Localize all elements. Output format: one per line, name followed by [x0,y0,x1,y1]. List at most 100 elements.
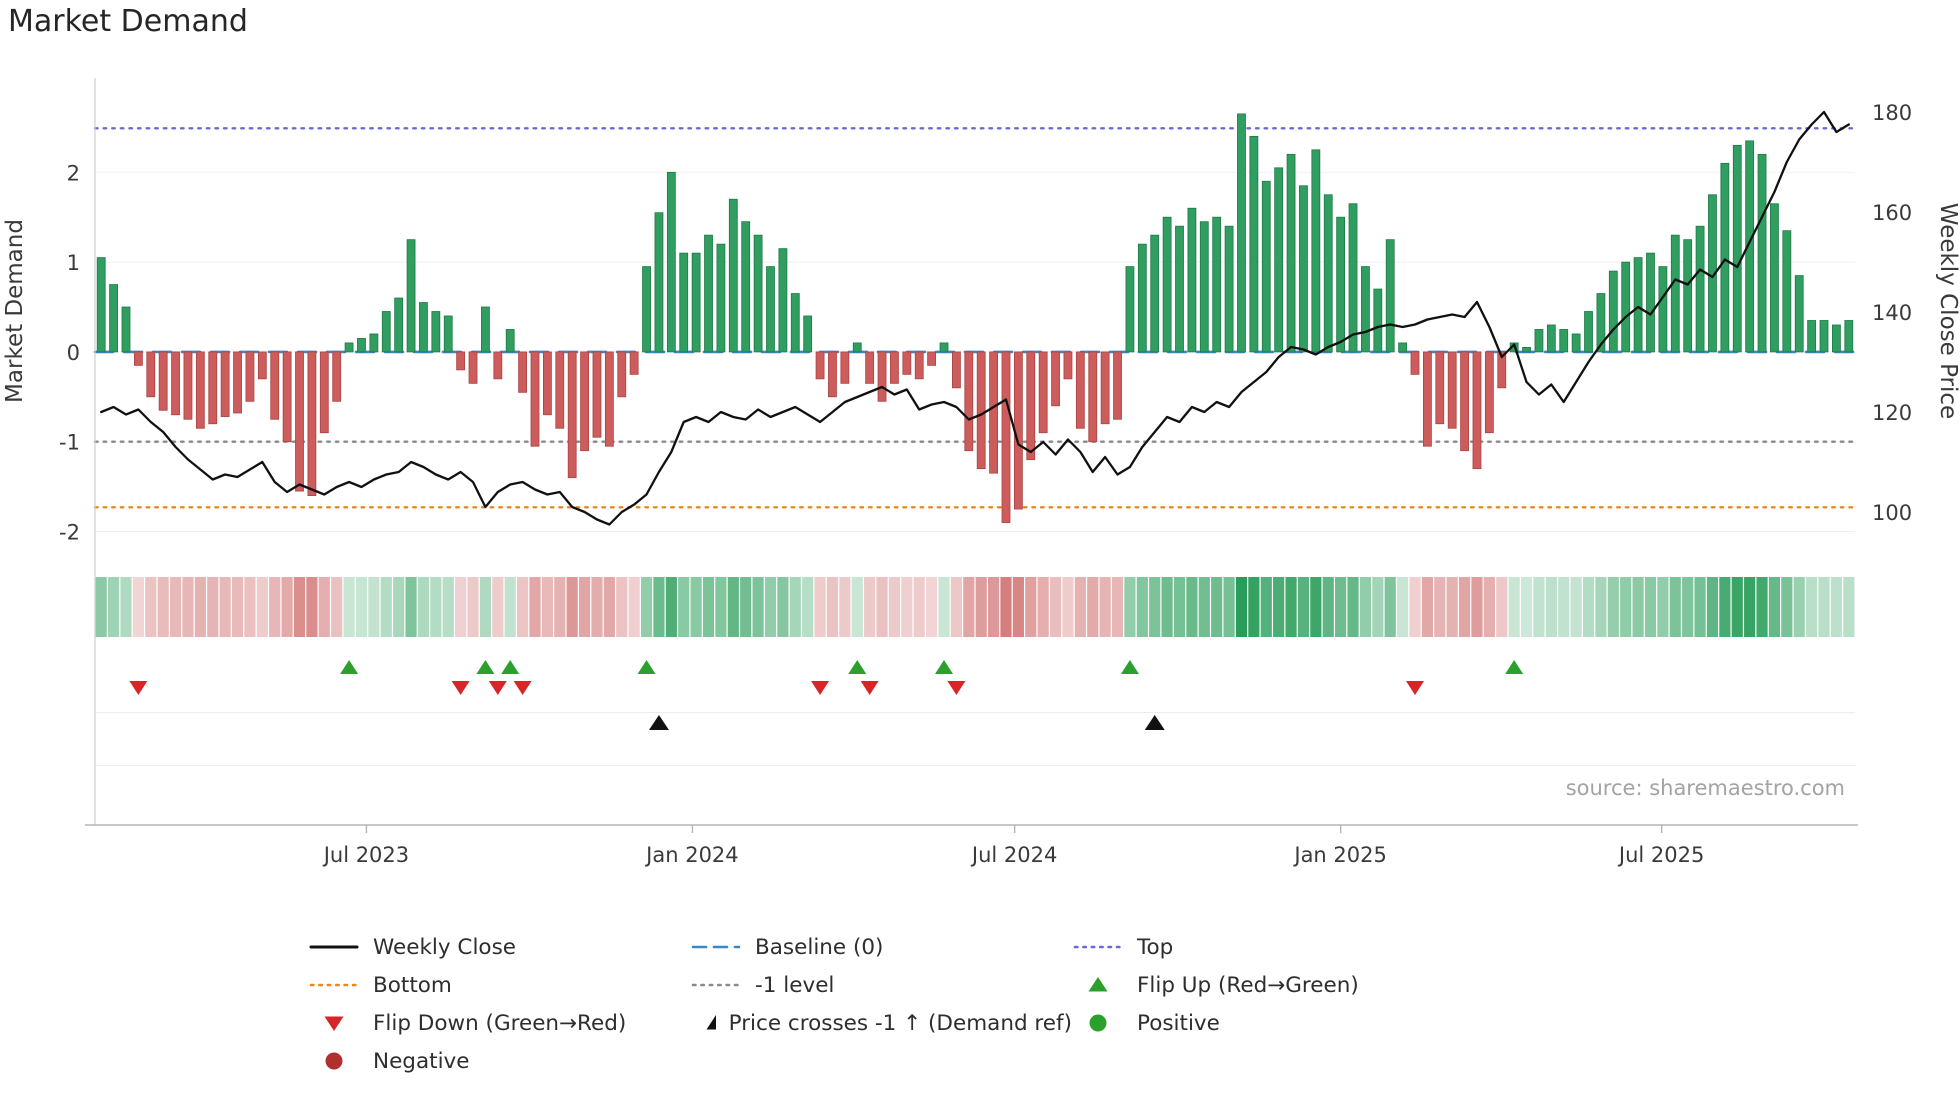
demand-bar [109,284,118,353]
demand-bar [1584,311,1593,353]
heatmap-cell [1161,577,1173,637]
heatmap-cell [1818,577,1830,637]
demand-bar [1559,329,1569,353]
heatmap-cell [380,577,392,637]
heatmap-cell [1496,577,1508,637]
legend-item-negative: Negative [308,1042,690,1080]
demand-bar [778,248,788,353]
heatmap-cell [1508,577,1520,637]
heatmap-cell [1285,577,1297,637]
legend-item-label: Negative [373,1048,470,1074]
weekly-close-line [100,110,1850,526]
right-axis-tick-label: 160 [1872,201,1912,225]
legend-item-label: Baseline (0) [755,934,884,960]
heatmap-cell [1595,577,1607,637]
demand-bar [902,351,912,375]
demand-bar [766,266,775,353]
demand-bar [208,351,218,425]
heatmap-cell [479,577,492,637]
left-axis-title: Market Demand [2,219,28,403]
heatmap-cell [1793,577,1805,637]
demand-bar [1770,203,1779,353]
heatmap-cell [702,577,715,637]
demand-bar [1757,153,1767,353]
heatmap-cell [1173,577,1186,637]
heatmap-cell [1558,577,1570,637]
heatmap-cell [1545,577,1557,637]
demand-bar [952,351,961,389]
heatmap-cell [306,577,318,637]
heatmap-cell [864,577,876,637]
heatmap-cell [1124,577,1136,637]
heatmap-cell [405,577,417,637]
demand-bar [828,351,837,398]
demand-bar [803,315,813,353]
demand-bar [158,351,168,411]
heatmap-cell [1087,577,1099,637]
demand-bar [1373,288,1383,353]
heatmap-cell [938,577,950,637]
right-axis-tick-label: 100 [1872,501,1912,525]
demand-bar [716,243,726,353]
heatmap-cell [1768,577,1781,637]
demand-bar [1670,234,1680,353]
heatmap-cell [368,577,380,637]
heatmap-cell [851,577,863,637]
demand-bar [1224,225,1234,353]
source-attribution: source: sharemaestro.com [1565,776,1845,800]
demand-bar [419,302,428,353]
heatmap-cell [1582,577,1595,637]
legend-item-label: Weekly Close [373,934,517,960]
heatmap-cell [740,577,752,637]
heatmap-cell [1260,577,1272,637]
demand-bar [1150,234,1160,353]
heatmap-cell [95,577,107,637]
legend-item-flip-up-red-green: Flip Up (Red→Green) [1072,966,1454,1004]
heatmap-cell [331,577,343,637]
heatmap-cell [293,577,306,637]
heatmap-cell [839,577,851,637]
heatmap-cell [1136,577,1148,637]
x-axis-tick-label: Jan 2025 [1292,843,1387,867]
heatmap-cell [554,577,566,637]
demand-bar [1621,261,1631,353]
flip-up-marker [935,660,954,674]
heatmap-cell [566,577,578,637]
heatmap-cell [1694,577,1706,637]
demand-bar [1075,351,1085,429]
left-axis-tick-label: 1 [67,251,80,275]
demand-bar [617,351,627,398]
right-axis-tick-label: 140 [1872,301,1912,325]
demand-bar [1807,320,1817,353]
heatmap-cell [1706,577,1719,637]
heatmap-cell [690,577,702,637]
heatmap-cell [1843,577,1855,637]
demand-bar [1720,162,1730,353]
heatmap-cell [455,577,467,637]
heatmap-cell [1384,577,1396,637]
price-cross-marker [1144,715,1165,730]
demand-bar [1125,266,1135,353]
heatmap-cell [975,577,987,637]
demand-bar [443,315,453,353]
flip-down-marker [451,681,470,695]
demand-bar [270,351,280,420]
dotted-line-legend-symbol [309,983,359,987]
demand-bar [1199,221,1209,353]
heatmap-cell [1397,577,1409,637]
price-cross-marker [648,715,669,730]
heatmap-cell [355,577,368,637]
heatmap-cell [1744,577,1756,637]
demand-bar [1385,239,1395,353]
heatmap-cell [157,577,169,637]
flip-up-marker [340,660,359,674]
demand-bar [1571,333,1581,353]
legend: Weekly Close Baseline (0) Top Bottom -1 leve… [308,928,1454,1080]
demand-bar [431,311,441,353]
demand-bar [666,171,676,353]
x-axis-tick-label: Jul 2024 [970,843,1057,867]
heatmap-cell [1347,577,1359,637]
heatmap-cell [591,577,603,637]
demand-bar [518,351,528,393]
demand-bar [146,351,156,398]
